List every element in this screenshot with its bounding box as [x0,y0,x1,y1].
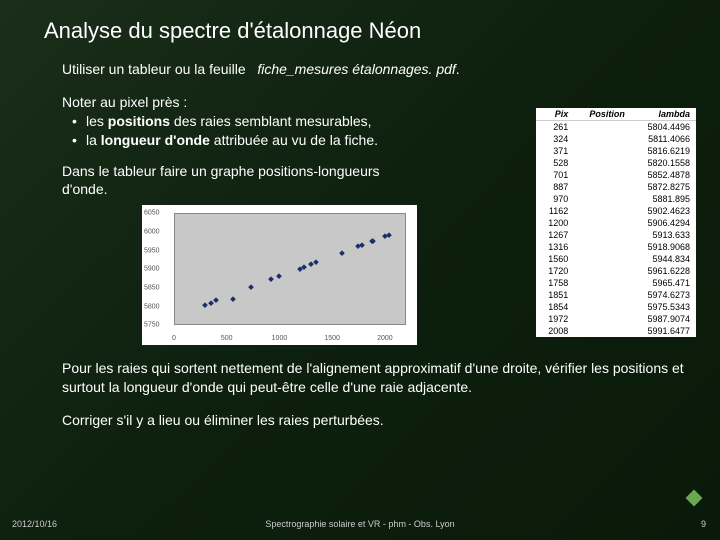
data-point [230,297,236,303]
y-tick-label: 6000 [144,227,160,236]
table-row: 17205961.6228 [536,265,696,277]
table-row: 7015852.4878 [536,169,696,181]
y-tick-label: 5750 [144,321,160,330]
data-point [202,303,208,309]
y-tick-label: 6050 [144,209,160,218]
data-point [313,260,319,266]
footer-source: Spectrographie solaire et VR - phm - Obs… [265,519,454,529]
table-row: 18515974.6273 [536,289,696,301]
y-tick-label: 5900 [144,265,160,274]
para-alignment: Pour les raies qui sortent nettement de … [62,359,690,397]
slide-title: Analyse du spectre d'étalonnage Néon [44,18,690,44]
table-header: Pix [536,108,574,121]
table-row: 20085991.6477 [536,325,696,337]
table-row: 17585965.471 [536,277,696,289]
table-row: 9705881.895 [536,193,696,205]
footer-page: 9 [701,519,706,529]
table-row: 5285820.1558 [536,157,696,169]
x-tick-label: 1000 [272,334,288,343]
x-tick-label: 2000 [377,334,393,343]
y-tick-label: 5950 [144,246,160,255]
intro-text: Utiliser un tableur ou la feuille [62,61,246,77]
table-row: 11625902.4623 [536,205,696,217]
data-point [360,242,366,248]
table-row: 18545975.5343 [536,301,696,313]
decoration-diamond-icon [686,490,703,507]
data-table: PixPositionlambda 2615804.44963245811.40… [536,108,696,337]
para-correct: Corriger s'il y a lieu ou éliminer les r… [62,411,690,430]
footer-date: 2012/10/16 [12,519,57,529]
table-row: 13165918.9068 [536,241,696,253]
y-tick-label: 5800 [144,302,160,311]
x-tick-label: 500 [221,334,233,343]
x-tick-label: 1500 [324,334,340,343]
table-row: 15605944.834 [536,253,696,265]
graph-instruction: Dans le tableur faire un graphe position… [62,162,402,200]
x-tick-label: 0 [172,334,176,343]
table-row: 8875872.8275 [536,181,696,193]
data-point [339,250,345,256]
table-header: lambda [631,108,696,121]
intro-line: Utiliser un tableur ou la feuille fiche_… [62,60,690,79]
table-row: 3245811.4066 [536,133,696,145]
data-point [276,273,282,279]
y-tick-label: 5850 [144,283,160,292]
table-header: Position [574,108,631,121]
data-point [268,277,274,283]
table-row: 12675913.633 [536,229,696,241]
filename: fiche_mesures étalonnages. pdf [257,61,455,77]
table-row: 19725987.9074 [536,313,696,325]
table-row: 2615804.4496 [536,121,696,134]
data-point [248,285,254,291]
footer: 2012/10/16 Spectrographie solaire et VR … [0,514,720,534]
table-row: 3715816.6219 [536,145,696,157]
table-row: 12005906.4294 [536,217,696,229]
